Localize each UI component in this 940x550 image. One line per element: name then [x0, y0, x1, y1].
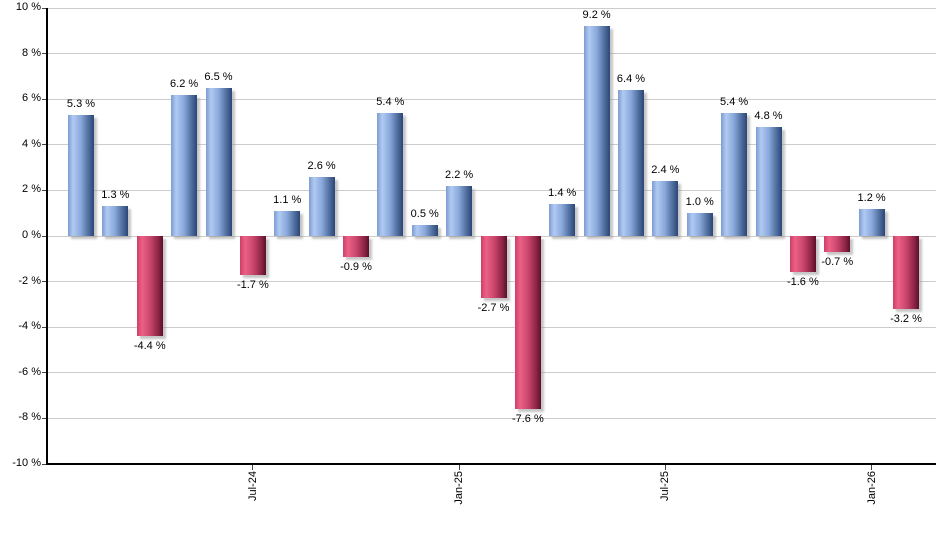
bar-value-label: 1.1 %: [273, 193, 302, 206]
bar-positive: [377, 112, 404, 236]
bar-value-label: -0.9 %: [340, 260, 372, 273]
bar-value-label: 0.5 %: [410, 207, 439, 220]
bar-value-label: -7.6 %: [511, 413, 544, 426]
bar-positive: [721, 112, 748, 236]
bar-value-label: -1.7 %: [236, 278, 269, 291]
y-axis-tick: [42, 189, 47, 191]
bar-positive: [68, 115, 94, 236]
x-axis-tick-label: Jul-24: [246, 471, 259, 501]
bar-negative: [480, 236, 507, 298]
y-axis-tick: [42, 7, 47, 9]
y-axis-tick: [42, 281, 47, 283]
y-axis-tick: [42, 53, 47, 55]
bar-value-label: 6.2 %: [170, 77, 199, 90]
bar-value-label: 2.4 %: [651, 164, 680, 177]
bar-value-label: -4.4 %: [133, 340, 166, 353]
bar-value-label: 6.5 %: [204, 70, 233, 83]
bar-value-label: 5.4 %: [376, 95, 405, 108]
y-gridline: [47, 98, 936, 100]
x-axis-tick: [458, 465, 460, 470]
bar-positive: [102, 206, 129, 236]
y-axis-label: 10 %: [15, 1, 41, 13]
bar-value-label: 5.3 %: [66, 98, 96, 111]
bar-negative: [343, 236, 369, 257]
bar-value-label: -2.7 %: [477, 301, 510, 314]
bar-value-label: -3.2 %: [890, 312, 922, 325]
bar-positive: [549, 204, 576, 236]
y-axis-tick: [42, 235, 47, 237]
y-gridline: [47, 372, 936, 374]
bar-negative: [824, 236, 851, 252]
bar-positive: [411, 224, 438, 236]
x-axis-tick: [871, 465, 873, 470]
bar-positive: [171, 94, 198, 236]
x-axis-line: [46, 463, 936, 465]
y-axis-label: -4 %: [18, 320, 41, 333]
y-axis-label: -8 %: [18, 411, 41, 424]
y-axis-tick: [42, 372, 47, 374]
y-axis-label: 8 %: [22, 46, 41, 59]
y-axis-line: [46, 8, 48, 465]
bar-value-label: 1.3 %: [101, 189, 130, 202]
bar-positive: [652, 181, 679, 236]
bar-positive: [205, 87, 232, 236]
y-axis-label: -10 %: [12, 457, 41, 469]
bar-value-label: 9.2 %: [582, 9, 611, 22]
bar-value-label: 2.6 %: [307, 159, 336, 172]
bar-negative: [239, 236, 266, 275]
y-axis-tick: [42, 326, 47, 328]
bar-value-label: 6.4 %: [616, 73, 646, 86]
bar-value-label: -1.6 %: [786, 276, 819, 289]
x-axis-tick: [664, 465, 666, 470]
y-gridline: [47, 326, 936, 328]
bar-value-label: 4.8 %: [754, 109, 783, 122]
bar-value-label: 1.2 %: [857, 191, 886, 204]
bar-positive: [686, 213, 713, 236]
y-axis-label: -2 %: [18, 274, 41, 287]
bar-positive: [583, 26, 610, 236]
x-axis-tick-label: Jan-26: [865, 471, 878, 505]
y-axis-label: 6 %: [22, 92, 41, 105]
x-axis-tick-label: Jan-25: [453, 471, 466, 505]
bar-positive: [446, 185, 473, 236]
bar-positive: [274, 210, 301, 236]
bar-value-label: 1.4 %: [548, 187, 577, 200]
y-axis-tick: [42, 417, 47, 419]
y-gridline: [47, 53, 936, 55]
bar-negative: [789, 236, 816, 273]
bar-negative: [514, 236, 541, 410]
y-axis-tick: [42, 144, 47, 146]
y-gridline: [47, 189, 936, 191]
bar-positive: [308, 176, 335, 236]
y-axis-tick: [42, 98, 47, 100]
bar-negative: [136, 236, 163, 337]
y-gridline: [47, 7, 936, 9]
x-axis-tick-label: Jul-25: [659, 471, 672, 501]
bar-value-label: -0.7 %: [821, 255, 854, 268]
bar-negative: [893, 236, 919, 309]
y-axis-label: -6 %: [18, 365, 41, 378]
y-axis-label: 0 %: [22, 229, 41, 241]
bar-positive: [618, 90, 644, 236]
bar-value-label: 2.2 %: [445, 168, 474, 181]
y-gridline: [47, 144, 936, 146]
x-axis-tick: [252, 465, 254, 470]
bar-value-label: 1.0 %: [685, 196, 714, 209]
y-axis-tick: [42, 463, 47, 465]
y-axis-label: 2 %: [22, 183, 41, 196]
bar-positive: [755, 126, 782, 236]
y-axis-label: 4 %: [22, 137, 41, 150]
y-gridline: [47, 417, 936, 419]
bar-positive: [858, 208, 885, 236]
bar-value-label: 5.4 %: [720, 95, 749, 108]
